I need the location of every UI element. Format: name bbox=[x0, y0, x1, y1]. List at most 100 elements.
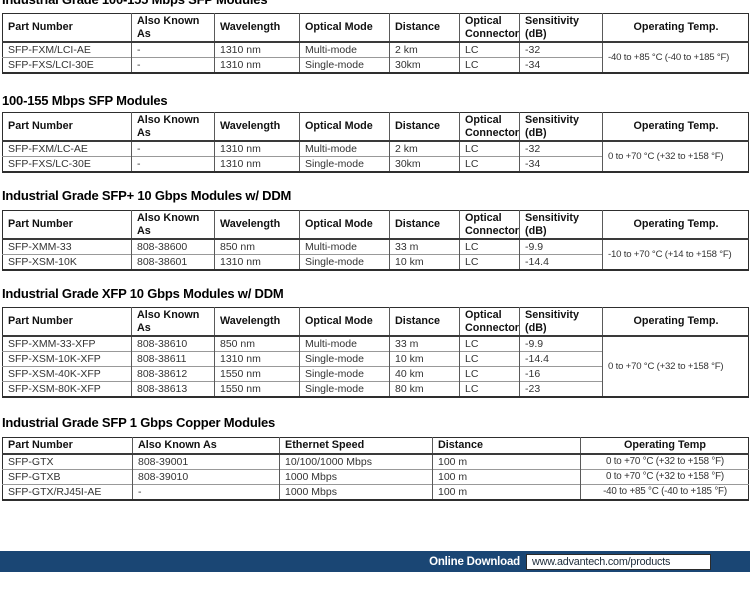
column-header: Part Number bbox=[2, 307, 132, 338]
table-cell: -9.9 bbox=[519, 335, 603, 352]
table-cell: LC bbox=[459, 335, 520, 352]
operating-temp-cell: 0 to +70 °C (+32 to +158 °F) bbox=[602, 140, 749, 173]
table-cell: 808-38600 bbox=[131, 238, 215, 255]
table-cell: 850 nm bbox=[214, 238, 300, 255]
spec-table: Part Number Also Known As Wavelength Optica… bbox=[2, 307, 749, 399]
table-cell: 808-38611 bbox=[131, 351, 215, 367]
table-cell: LC bbox=[459, 41, 520, 58]
table-cell: - bbox=[131, 140, 215, 157]
operating-temp-cell: -40 to +85 °C (-40 to +185 °F) bbox=[602, 41, 749, 74]
table-cell: SFP-GTX bbox=[2, 453, 133, 470]
section-title: Industrial Grade XFP 10 Gbps Modules w/ … bbox=[2, 286, 284, 301]
table-cell: SFP-FXS/LC-30E bbox=[2, 156, 132, 173]
table-cell: 850 nm bbox=[214, 335, 300, 352]
table-cell: SFP-FXM/LCI-AE bbox=[2, 41, 132, 58]
header-row: Part Number Also Known As Wavelength Optica… bbox=[2, 112, 749, 143]
table-cell: 1310 nm bbox=[214, 254, 300, 271]
spec-table: Part Number Also Known As Ethernet Speed Di… bbox=[2, 437, 749, 501]
table-cell: 33 m bbox=[389, 335, 460, 352]
section-title: Industrial Grade SFP 1 Gbps Copper Modul… bbox=[2, 415, 276, 430]
table-cell: 100 m bbox=[432, 453, 581, 470]
table-cell: 100 m bbox=[432, 468, 581, 485]
table-cell: Single-mode bbox=[299, 351, 390, 367]
table-cell: 33 m bbox=[389, 238, 460, 255]
table-cell: SFP-XSM-10K-XFP bbox=[2, 351, 132, 367]
table-cell: Single-mode bbox=[299, 366, 390, 382]
column-header: Operating Temp. bbox=[602, 112, 749, 143]
table-cell: -14.4 bbox=[519, 351, 603, 367]
column-header: Optical Mode bbox=[299, 112, 390, 143]
table-cell: 10/100/1000 Mbps bbox=[279, 453, 433, 470]
spec-table: Part Number Also Known As Wavelength Optica… bbox=[2, 112, 749, 174]
table-cell: SFP-XMM-33-XFP bbox=[2, 335, 132, 352]
table-cell: 808-38612 bbox=[131, 366, 215, 382]
table-cell: 808-38613 bbox=[131, 381, 215, 398]
table-cell: SFP-XSM-80K-XFP bbox=[2, 381, 132, 398]
column-header: Ethernet Speed bbox=[279, 437, 433, 455]
table-row: SFP-FXS/LC-30E -1310 nm Single-mode 30km LC -… bbox=[2, 156, 749, 173]
column-header: Sensitivity (dB) bbox=[519, 112, 603, 143]
column-header: Optical Mode bbox=[299, 13, 390, 44]
table-cell: 0 to +70 °C (+32 to +158 °F) bbox=[580, 453, 749, 470]
column-header: Optical Connector bbox=[459, 307, 520, 338]
table-cell: 40 km bbox=[389, 366, 460, 382]
section-title: Industrial Grade 100-155 Mbps SFP Module… bbox=[2, 0, 742, 7]
table-xfp-10gbps: Part Number Also Known As Wavelength Optica… bbox=[2, 307, 749, 399]
table-cell: 1310 nm bbox=[214, 140, 300, 157]
table-cell: - bbox=[131, 57, 215, 74]
header-row: Part Number Also Known As Ethernet Speed Di… bbox=[2, 437, 749, 455]
column-header: Optical Mode bbox=[299, 210, 390, 241]
column-header: Also Known As bbox=[131, 13, 215, 44]
table-cell: LC bbox=[459, 57, 520, 74]
column-header: Sensitivity (dB) bbox=[519, 13, 603, 44]
table-cell: 1310 nm bbox=[214, 57, 300, 74]
online-download-bar: Online Download www.advantech.com/produc… bbox=[0, 551, 750, 572]
table-cell: Single-mode bbox=[299, 254, 390, 271]
table-cell: SFP-XSM-10K bbox=[2, 254, 132, 271]
table-cell: SFP-XMM-33 bbox=[2, 238, 132, 255]
table-cell: Multi-mode bbox=[299, 335, 390, 352]
table-cell: 1550 nm bbox=[214, 381, 300, 398]
table-cell: Single-mode bbox=[299, 381, 390, 398]
table-cell: 808-39001 bbox=[132, 453, 280, 470]
table-cell: LC bbox=[459, 238, 520, 255]
table-cell: SFP-FXS/LCI-30E bbox=[2, 57, 132, 74]
column-header: Optical Connector bbox=[459, 112, 520, 143]
column-header: Part Number bbox=[2, 13, 132, 44]
table-cell: -34 bbox=[519, 57, 603, 74]
table-cell: LC bbox=[459, 351, 520, 367]
table-cell: 1000 Mbps bbox=[279, 468, 433, 485]
download-url-box: www.advantech.com/products bbox=[526, 553, 711, 570]
table-cell: Multi-mode bbox=[299, 238, 390, 255]
column-header: Wavelength bbox=[214, 210, 300, 241]
column-header: Distance bbox=[432, 437, 581, 455]
table-cell: Single-mode bbox=[299, 156, 390, 173]
table-cell: - bbox=[131, 156, 215, 173]
table-cell: Single-mode bbox=[299, 57, 390, 74]
table-row: SFP-FXM/LCI-AE -1310 nm Multi-mode 2 km LC -3… bbox=[2, 41, 749, 74]
column-header: Distance bbox=[389, 112, 460, 143]
table-cell: Multi-mode bbox=[299, 41, 390, 58]
column-header: Distance bbox=[389, 307, 460, 338]
column-header: Operating Temp. bbox=[602, 210, 749, 241]
column-header: Wavelength bbox=[214, 13, 300, 44]
table-cell: 808-39010 bbox=[132, 468, 280, 485]
column-header: Distance bbox=[389, 210, 460, 241]
header-row: Part Number Also Known As Wavelength Optica… bbox=[2, 210, 749, 241]
table-row: SFP-XMM-33-XFP 808-38610 850 nm Multi-mode 3… bbox=[2, 335, 749, 398]
table-row: SFP-XSM-10K 808-38601 1310 nm Single-mode 10… bbox=[2, 254, 749, 271]
table-cell: LC bbox=[459, 156, 520, 173]
column-header: Wavelength bbox=[214, 112, 300, 143]
column-header: Part Number bbox=[2, 210, 132, 241]
column-header: Also Known As bbox=[131, 210, 215, 241]
table-cell: Multi-mode bbox=[299, 140, 390, 157]
column-header: Also Known As bbox=[132, 437, 280, 455]
table-cell: LC bbox=[459, 254, 520, 271]
table-row: SFP-FXM/LC-AE -1310 nm Multi-mode 2 km LC -32… bbox=[2, 140, 749, 173]
section-title: Industrial Grade SFP+ 10 Gbps Modules w/… bbox=[2, 188, 292, 203]
section-title-clipped: Industrial Grade 100-155 Mbps SFP Module… bbox=[2, 0, 742, 7]
spec-table: Part Number Also Known As Wavelength Optica… bbox=[2, 13, 749, 75]
table-cell: LC bbox=[459, 366, 520, 382]
